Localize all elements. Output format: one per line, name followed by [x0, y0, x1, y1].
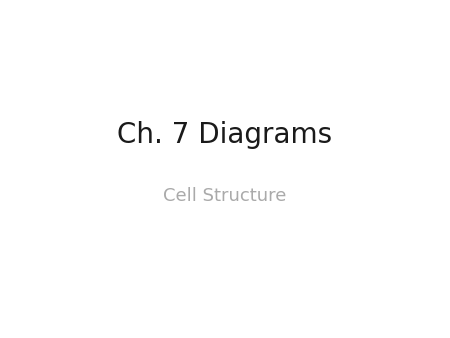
- Text: Ch. 7 Diagrams: Ch. 7 Diagrams: [117, 121, 333, 149]
- Text: Cell Structure: Cell Structure: [163, 187, 287, 205]
